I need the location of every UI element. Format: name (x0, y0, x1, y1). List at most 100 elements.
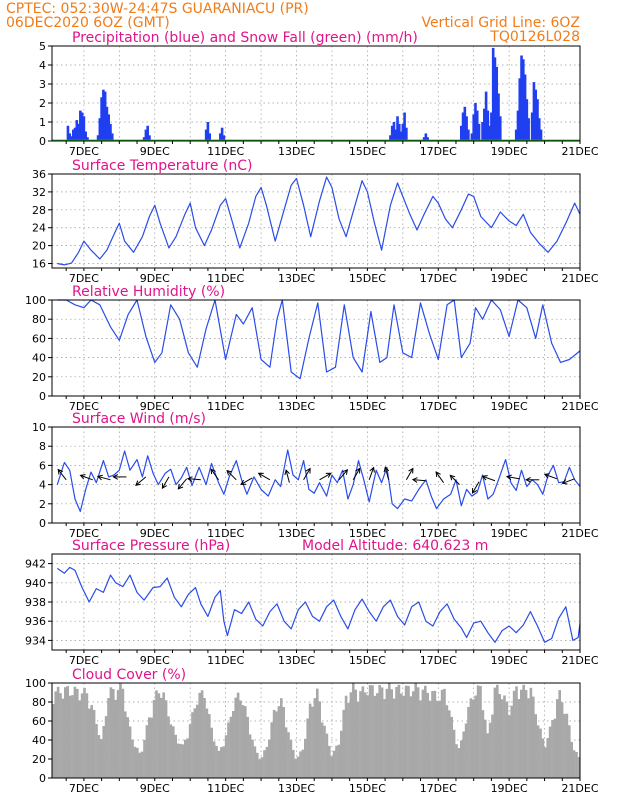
precip-bar (483, 108, 486, 141)
precip-bar (537, 118, 541, 141)
cloud-bar (174, 734, 177, 778)
cloud-bar (486, 733, 489, 778)
wind-arrow-shaft (135, 476, 147, 486)
cloud-bar (397, 684, 401, 778)
precip-bar (534, 89, 538, 141)
cloud-bar (284, 727, 288, 778)
cloud-bar (373, 695, 377, 778)
y-tick-label: 36 (32, 168, 46, 181)
wind-arrow-head (305, 467, 311, 474)
cloud-bar (258, 759, 261, 778)
cloud-bar (140, 751, 144, 778)
y-tick-label: 10 (32, 421, 46, 434)
cloud-bar (438, 700, 441, 778)
x-tick-label: 21DEC (561, 145, 598, 158)
cloud-bar (577, 757, 581, 778)
temperature-series-line (57, 176, 581, 266)
cloud-bar (64, 687, 67, 778)
wind-arrow-head (284, 469, 290, 476)
cloud-bar (500, 699, 504, 778)
precip-bar (396, 116, 399, 141)
x-tick-label: 11DEC (207, 527, 244, 540)
x-tick-label: 19DEC (491, 145, 528, 158)
x-tick-label: 15DEC (349, 400, 386, 413)
wind-arrow-head (135, 480, 141, 486)
cloud-bar (520, 689, 523, 778)
cloud-bar (493, 687, 497, 778)
precip-bar (474, 103, 477, 141)
x-tick-label: 7DEC (69, 527, 99, 540)
y-tick-label: 20 (32, 753, 46, 766)
cloud-bar (464, 723, 468, 778)
precip-bar (204, 129, 208, 141)
cloud-bar (481, 710, 485, 778)
cloud-bar (169, 724, 173, 778)
wind-arrow-shaft (303, 468, 311, 481)
precip-bar (82, 116, 86, 141)
cloud-bar (517, 699, 521, 778)
cloud-bar (54, 691, 57, 778)
precip-bar (222, 135, 226, 141)
wind-arrow-head (561, 479, 568, 485)
cloud-bar (119, 683, 122, 778)
cloud-bar (104, 716, 108, 778)
precip-bar (68, 133, 72, 141)
cloud-bar (172, 726, 175, 778)
cloud-bar (157, 693, 161, 778)
cloud-bar (383, 699, 386, 778)
cloud-bar (572, 750, 576, 778)
wind-arrow-shaft (187, 478, 201, 481)
cloud-bar (491, 714, 494, 778)
cloud-bar (107, 698, 110, 778)
cloud-bar (409, 696, 413, 778)
cloud-bar (83, 687, 86, 778)
cloud-bar (282, 707, 285, 778)
cloud-bar (220, 747, 223, 778)
cloud-bar (328, 745, 331, 778)
cloud-bar (162, 692, 165, 778)
precip-bar (219, 133, 222, 141)
wind-arrow-shaft (384, 467, 390, 480)
cloud-bar (424, 685, 427, 778)
cloud-bar (361, 686, 365, 778)
cloud-bar (325, 733, 329, 778)
wind-arrow-head (186, 476, 193, 482)
cloud-bar (546, 738, 549, 778)
humidity-panel: Relative Humidity (%) 0 20 40 60 80 100 7DEC 9DE… (25, 284, 599, 413)
wind-arrow-head (57, 468, 63, 475)
wind-arrow-head (342, 468, 349, 475)
x-tick-label: 19DEC (491, 527, 528, 540)
precip-bar (422, 137, 426, 141)
wind-panel: Surface Wind (m/s) 0 2 4 6 8 10 7DEC 9DEC 11DEC 13… (32, 411, 599, 540)
cloud-bar (272, 709, 276, 778)
precip-bar (491, 47, 495, 141)
cloud-bar (90, 705, 93, 778)
cloud-bar (452, 729, 456, 778)
cloud-bar (155, 690, 158, 778)
cloud-bar (227, 722, 230, 778)
x-tick-label: 13DEC (278, 145, 315, 158)
cloud-bar (558, 690, 561, 778)
cloud-bar (193, 708, 197, 778)
precip-frame (51, 45, 581, 142)
cloud-bar (296, 756, 300, 778)
y-tick-label: 80 (32, 696, 46, 709)
cloud-bar (428, 700, 432, 778)
cloud-bar (522, 684, 525, 778)
y-tick-label: 0 (39, 135, 46, 148)
precip-bar (397, 123, 401, 141)
humidity-title: Relative Humidity (%) (72, 284, 225, 300)
wind-arrow (96, 474, 111, 481)
precip-bar (105, 106, 109, 141)
wind-frame (51, 426, 581, 524)
x-tick-label: 17DEC (420, 400, 457, 413)
cloud-bar (222, 746, 225, 778)
y-tick-label: 24 (32, 222, 46, 235)
wind-arrow (186, 476, 201, 482)
cloud-bar (148, 717, 151, 778)
precip-title: Precipitation (blue) and Snow Fall (gree… (72, 30, 418, 46)
x-tick-label: 9DEC (140, 272, 170, 285)
cloud-bar (212, 741, 216, 778)
precip-bar (497, 93, 500, 141)
